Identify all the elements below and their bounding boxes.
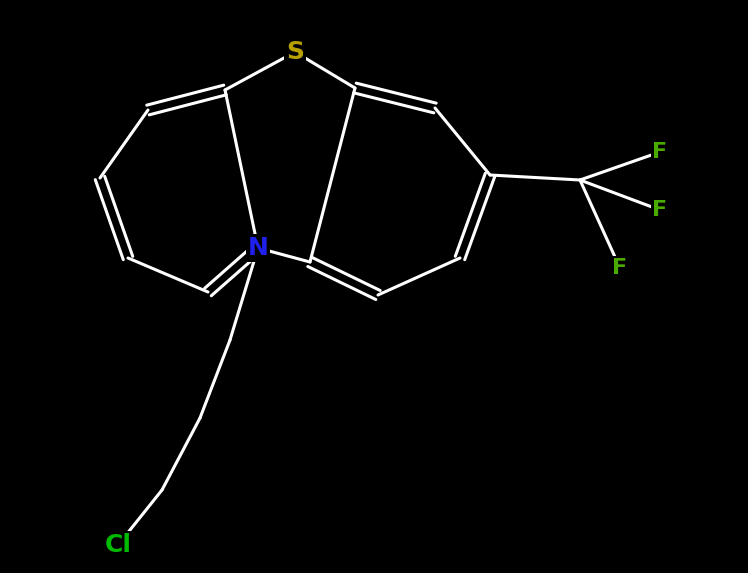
Text: F: F [613, 258, 628, 278]
Text: S: S [286, 40, 304, 64]
Text: N: N [248, 236, 269, 260]
Text: Cl: Cl [105, 533, 132, 557]
Text: F: F [652, 142, 667, 162]
Text: F: F [652, 200, 667, 220]
